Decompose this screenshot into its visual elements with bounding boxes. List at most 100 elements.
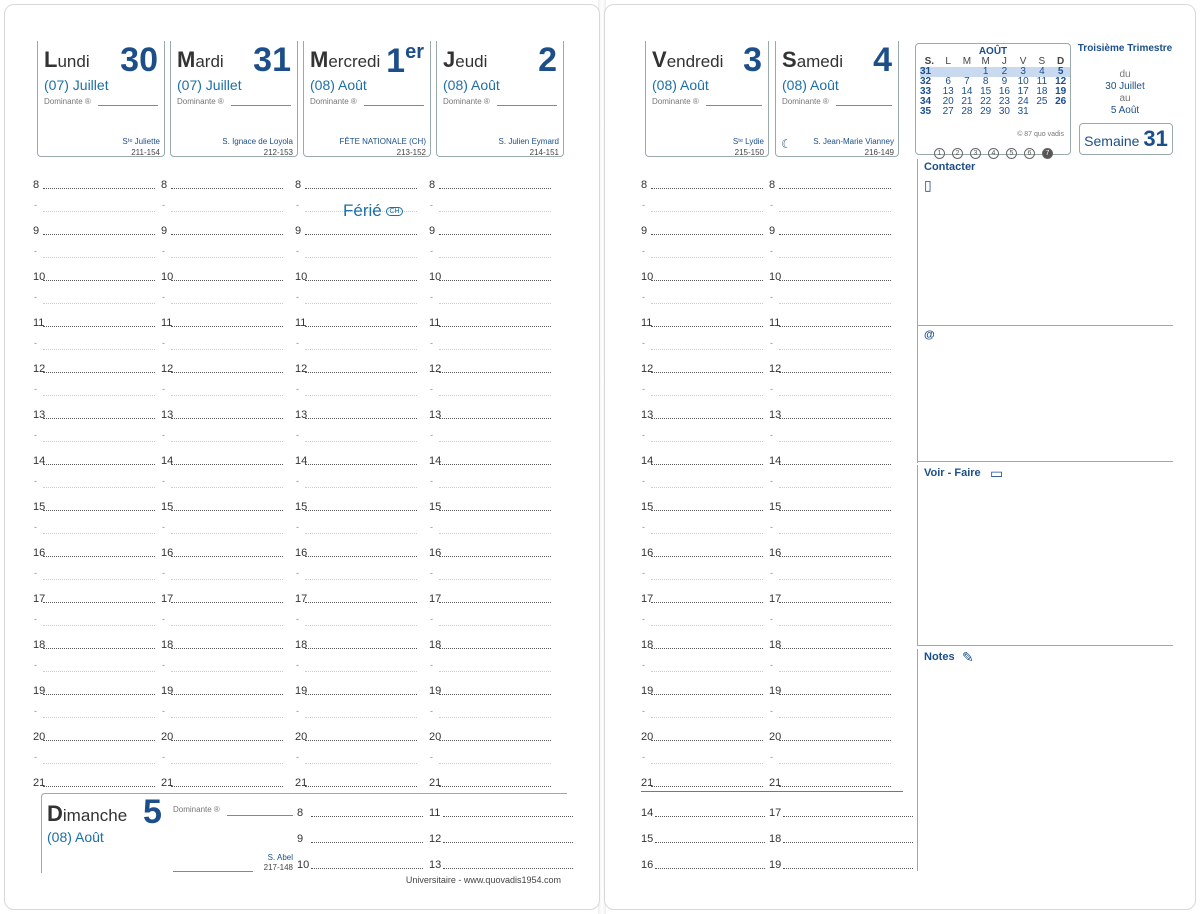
- hour-line[interactable]: [311, 868, 423, 869]
- hour-row[interactable]: 17: [161, 593, 175, 607]
- hour-row[interactable]: 18: [33, 639, 47, 653]
- hour-row[interactable]: 9: [161, 225, 175, 239]
- hour-row[interactable]: 8: [429, 179, 443, 193]
- day-header[interactable]: Samedi 4 (08) Août Dominante ® S. Jean-Marie…: [775, 41, 899, 157]
- hour-line[interactable]: [783, 868, 913, 869]
- hour-row[interactable]: 16: [33, 547, 47, 561]
- hour-row[interactable]: 14: [769, 455, 783, 469]
- day-header[interactable]: Mercredi 1er (08) Août Dominante ® FÊTE NATI…: [303, 41, 431, 157]
- dominante-line[interactable]: [706, 105, 762, 106]
- hour-row[interactable]: 21: [295, 777, 309, 791]
- hour-line[interactable]: [783, 842, 913, 843]
- hour-row[interactable]: 21: [769, 777, 783, 791]
- hour-row[interactable]: 12: [161, 363, 175, 377]
- hour-row[interactable]: 17: [429, 593, 443, 607]
- hour-row[interactable]: 21: [161, 777, 175, 791]
- sunday-dominante-line[interactable]: [227, 815, 293, 816]
- mini-calendar-day[interactable]: 25: [1036, 96, 1048, 107]
- hour-row[interactable]: 18: [295, 639, 309, 653]
- hour-row[interactable]: 18: [429, 639, 443, 653]
- mini-calendar-day[interactable]: 19: [1055, 86, 1067, 97]
- day-header[interactable]: Mardi 31 (07) Juillet Dominante ® S. Ignace …: [170, 41, 298, 157]
- voir-faire-section[interactable]: Voir - Faire ▭: [917, 465, 1173, 645]
- hour-row[interactable]: 12: [641, 363, 655, 377]
- hour-row[interactable]: 17: [641, 593, 655, 607]
- hour-row[interactable]: 16: [769, 547, 783, 561]
- dominante-line[interactable]: [497, 105, 557, 106]
- hour-row[interactable]: 8: [161, 179, 175, 193]
- hour-row[interactable]: 20: [295, 731, 309, 745]
- mini-calendar-day[interactable]: 7: [964, 76, 970, 87]
- hour-line[interactable]: [443, 842, 573, 843]
- hour-row[interactable]: 20: [33, 731, 47, 745]
- mini-calendar-day[interactable]: 26: [1055, 96, 1067, 107]
- hour-line[interactable]: [311, 842, 423, 843]
- hour-line[interactable]: [443, 868, 573, 869]
- mini-calendar-day[interactable]: 21: [961, 96, 973, 107]
- mini-calendar-day[interactable]: 10: [1017, 76, 1029, 87]
- hour-row[interactable]: 15: [429, 501, 443, 515]
- dominante-line[interactable]: [836, 105, 892, 106]
- hour-line[interactable]: [655, 816, 765, 817]
- hour-line[interactable]: [655, 842, 765, 843]
- hour-row[interactable]: 9: [429, 225, 443, 239]
- mini-calendar-day[interactable]: 12: [1055, 76, 1067, 87]
- hour-row[interactable]: 16: [429, 547, 443, 561]
- mini-calendar-day[interactable]: 15: [980, 86, 992, 97]
- hour-row[interactable]: 19: [161, 685, 175, 699]
- hour-row[interactable]: 19: [33, 685, 47, 699]
- hour-row[interactable]: 15: [161, 501, 175, 515]
- hour-row[interactable]: 10: [33, 271, 47, 285]
- hour-row[interactable]: 13: [641, 409, 655, 423]
- hour-row[interactable]: 14: [161, 455, 175, 469]
- hour-row[interactable]: 11: [641, 317, 655, 331]
- mini-calendar-day[interactable]: 28: [961, 106, 973, 117]
- sunday-box[interactable]: [41, 793, 567, 873]
- hour-row[interactable]: 19: [295, 685, 309, 699]
- mini-calendar-day[interactable]: 24: [1017, 96, 1029, 107]
- hour-row[interactable]: 13: [295, 409, 309, 423]
- hour-row[interactable]: 19: [641, 685, 655, 699]
- mini-calendar-day[interactable]: 1: [976, 67, 995, 77]
- mini-calendar-day[interactable]: [1051, 107, 1070, 117]
- hour-row[interactable]: 20: [429, 731, 443, 745]
- mini-calendar-day[interactable]: 23: [998, 96, 1010, 107]
- day-header[interactable]: Vendredi 3 (08) Août Dominante ® Sᵗᵉ Lydie 21…: [645, 41, 769, 157]
- mini-calendar-day[interactable]: [957, 67, 977, 77]
- hour-row[interactable]: 10: [429, 271, 443, 285]
- mini-calendar-day[interactable]: 6: [945, 76, 951, 87]
- mini-calendar-day[interactable]: 8: [982, 76, 989, 87]
- hour-row[interactable]: 13: [429, 409, 443, 423]
- hour-row[interactable]: 21: [429, 777, 443, 791]
- day-header[interactable]: Lundi 30 (07) Juillet Dominante ® Sᵗᵉ Juliet…: [37, 41, 165, 157]
- email-section[interactable]: @: [917, 327, 1173, 463]
- hour-row[interactable]: 11: [295, 317, 309, 331]
- mini-calendar-day[interactable]: 9: [1001, 76, 1008, 87]
- hour-row[interactable]: 10: [769, 271, 783, 285]
- hour-row[interactable]: 11: [429, 317, 443, 331]
- hour-row[interactable]: 18: [641, 639, 655, 653]
- hour-row[interactable]: 13: [33, 409, 47, 423]
- mini-calendar-day[interactable]: 4: [1032, 67, 1052, 77]
- hour-row[interactable]: 13: [161, 409, 175, 423]
- hour-row[interactable]: 11: [769, 317, 783, 331]
- hour-row[interactable]: 21: [33, 777, 47, 791]
- hour-row[interactable]: 8: [769, 179, 783, 193]
- hour-row[interactable]: 19: [429, 685, 443, 699]
- hour-row[interactable]: 9: [769, 225, 783, 239]
- hour-line[interactable]: [443, 816, 573, 817]
- hour-row[interactable]: 15: [295, 501, 309, 515]
- hour-line[interactable]: [783, 816, 913, 817]
- dominante-line[interactable]: [364, 105, 424, 106]
- hour-row[interactable]: 15: [33, 501, 47, 515]
- hour-row[interactable]: 16: [161, 547, 175, 561]
- hour-row[interactable]: 19: [769, 685, 783, 699]
- mini-calendar-day[interactable]: 31: [1017, 106, 1029, 117]
- hour-row[interactable]: 14: [429, 455, 443, 469]
- mini-calendar-day[interactable]: 22: [980, 96, 992, 107]
- hour-row[interactable]: 12: [295, 363, 309, 377]
- mini-calendar-day[interactable]: 30: [998, 106, 1010, 117]
- mini-calendar-day[interactable]: 3: [1013, 67, 1033, 77]
- mini-calendar-day[interactable]: [1033, 107, 1052, 117]
- mini-calendar-day[interactable]: 11: [1036, 76, 1048, 87]
